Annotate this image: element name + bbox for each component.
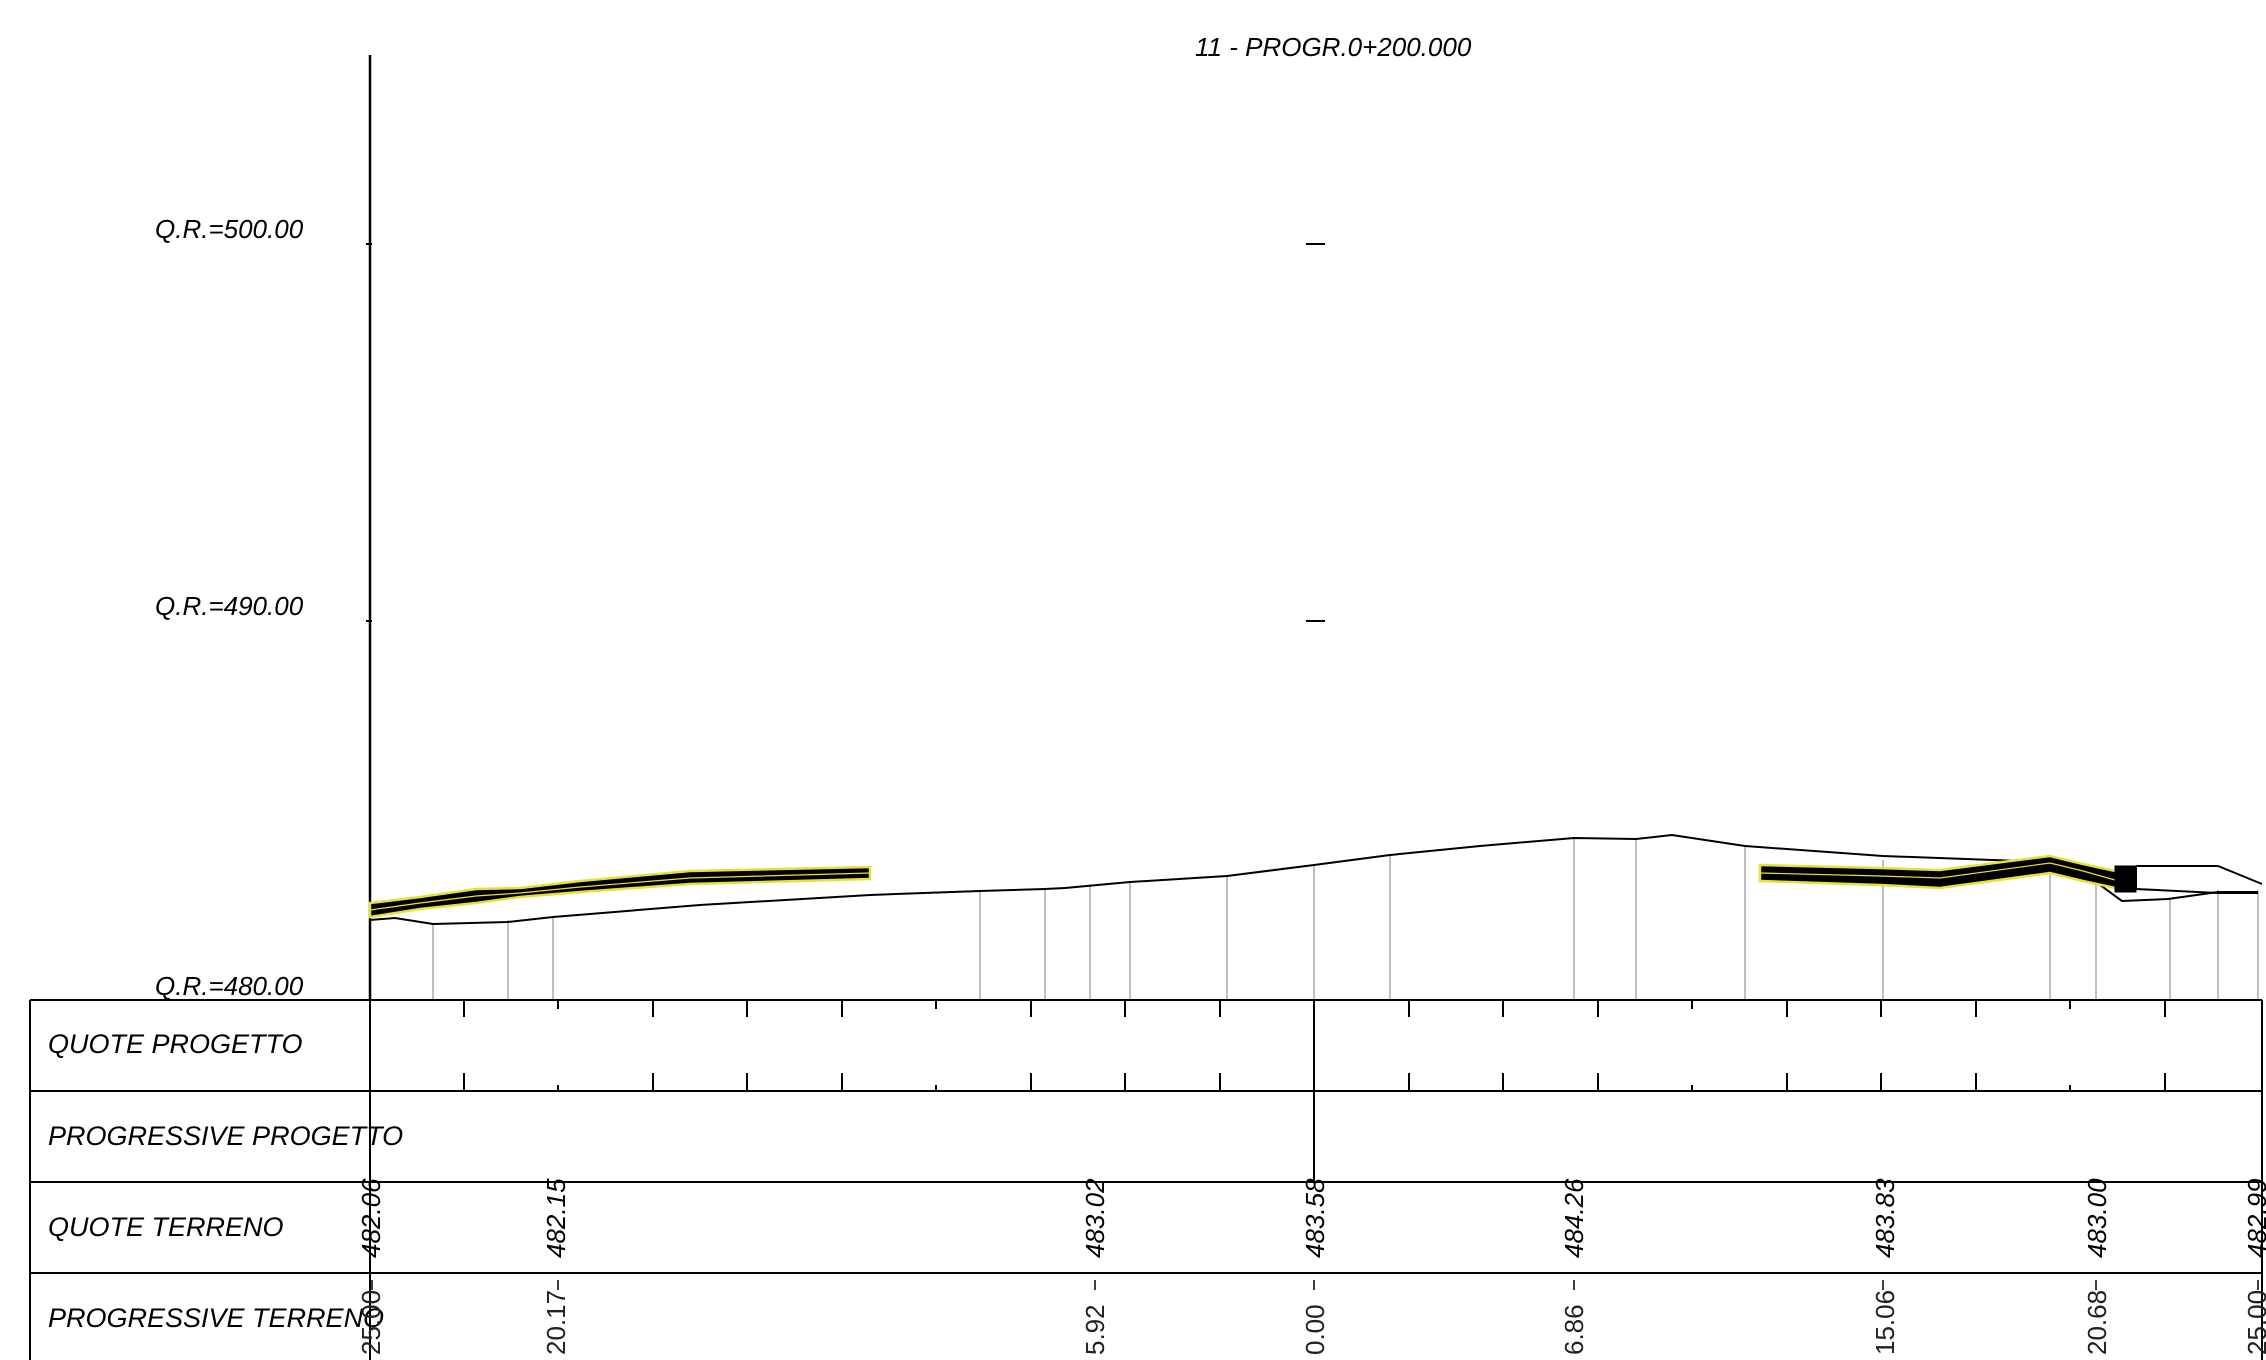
terrain-quota: 483.83 bbox=[1870, 1178, 1900, 1258]
terrain-quota: 482.06 bbox=[356, 1178, 386, 1258]
terrain-values: 482.06 482.15 483.02 483.58 484.26 483.8… bbox=[356, 1178, 2266, 1258]
terrain-progressiva: 20.17 bbox=[541, 1290, 571, 1355]
station-lines bbox=[432, 838, 2259, 1000]
right-kerb-top bbox=[2136, 865, 2263, 885]
terrain-progressives: 25.00 20.17 5.92 0.00 6.86 15.06 20.68 2… bbox=[356, 1290, 2266, 1355]
terrain-quota: 483.00 bbox=[2082, 1178, 2112, 1258]
reference-level-480: Q.R.=480.00 bbox=[155, 971, 304, 1001]
progressive-leaders bbox=[371, 1280, 2259, 1290]
terrain-quota: 482.99 bbox=[2242, 1178, 2266, 1258]
terrain-progressiva: 5.92 bbox=[1080, 1304, 1110, 1355]
row-label-quote-terreno: QUOTE TERRENO bbox=[48, 1212, 284, 1242]
terrain-quota: 483.58 bbox=[1300, 1178, 1330, 1258]
terrain-progressiva: 25.00 bbox=[2242, 1290, 2266, 1355]
terrain-quota: 482.15 bbox=[541, 1178, 571, 1258]
row-label-progressive-progetto: PROGRESSIVE PROGETTO bbox=[48, 1121, 403, 1151]
section-title: 11 - PROGR.0+200.000 bbox=[1195, 32, 1472, 62]
project-ticks bbox=[463, 1000, 2166, 1091]
terrain-quota: 483.02 bbox=[1080, 1178, 1110, 1258]
right-road-pavement bbox=[1758, 854, 2137, 893]
terrain-progressiva: 25.00 bbox=[356, 1290, 386, 1355]
terrain-progressiva: 15.06 bbox=[1870, 1290, 1900, 1355]
data-table bbox=[29, 999, 2263, 1360]
reference-level-490: Q.R.=490.00 bbox=[155, 591, 304, 621]
terrain-progressiva: 0.00 bbox=[1300, 1304, 1330, 1355]
right-kerb-line bbox=[2135, 866, 2258, 894]
left-road-pavement bbox=[368, 865, 872, 919]
row-label-quote-progetto: QUOTE PROGETTO bbox=[48, 1029, 303, 1059]
terrain-progressiva: 20.68 bbox=[2082, 1290, 2112, 1355]
reference-level-500: Q.R.=500.00 bbox=[155, 214, 304, 244]
row-label-progressive-terreno: PROGRESSIVE TERRENO bbox=[48, 1303, 384, 1333]
terrain-progressiva: 6.86 bbox=[1559, 1304, 1589, 1355]
terrain-quota: 484.26 bbox=[1559, 1178, 1589, 1258]
